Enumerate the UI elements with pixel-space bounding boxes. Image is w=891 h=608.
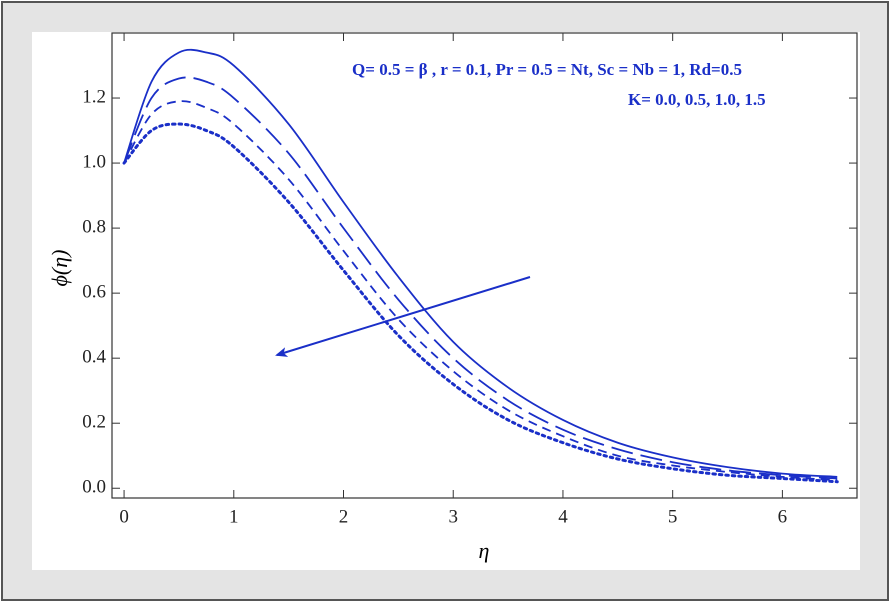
y-tick-label: 0.2 [82, 412, 106, 433]
arrow [275, 276, 531, 357]
annotation: Q= 0.5 = β , r = 0.1, Pr = 0.5 = Nt, Sc … [352, 60, 742, 79]
x-tick-label: 3 [448, 506, 458, 527]
y-tick-label: 0.6 [82, 281, 106, 302]
series-line [123, 76, 838, 480]
y-tick-label: 1.0 [82, 151, 106, 172]
x-tick-label: 1 [229, 506, 239, 527]
series-line [123, 48, 838, 478]
x-tick-label: 6 [778, 506, 788, 527]
x-axis-label: η [479, 538, 490, 563]
y-tick-label: 0.0 [82, 477, 106, 498]
x-tick-label: 2 [339, 506, 349, 527]
annotation: K= 0.0, 0.5, 1.0, 1.5 [628, 90, 766, 109]
x-tick-label: 4 [558, 506, 568, 527]
x-tick-label: 5 [668, 506, 678, 527]
series-line [122, 122, 839, 484]
y-tick-label: 0.8 [82, 216, 106, 237]
plot-border [111, 32, 858, 499]
series-line [123, 100, 838, 482]
y-tick-label: 1.2 [82, 86, 106, 107]
y-axis-label: ϕ(η) [47, 250, 72, 287]
panel [32, 32, 860, 570]
x-tick-label: 0 [119, 506, 129, 527]
y-tick-label: 0.4 [82, 347, 106, 368]
